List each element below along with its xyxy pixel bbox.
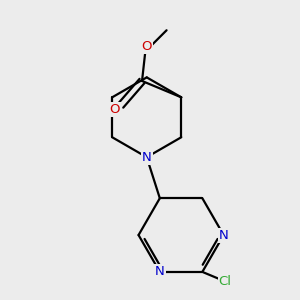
Text: O: O <box>110 103 120 116</box>
Text: O: O <box>142 40 152 53</box>
Text: N: N <box>219 229 229 242</box>
Text: Cl: Cl <box>219 275 232 288</box>
Text: N: N <box>142 151 152 164</box>
Text: N: N <box>155 266 165 278</box>
